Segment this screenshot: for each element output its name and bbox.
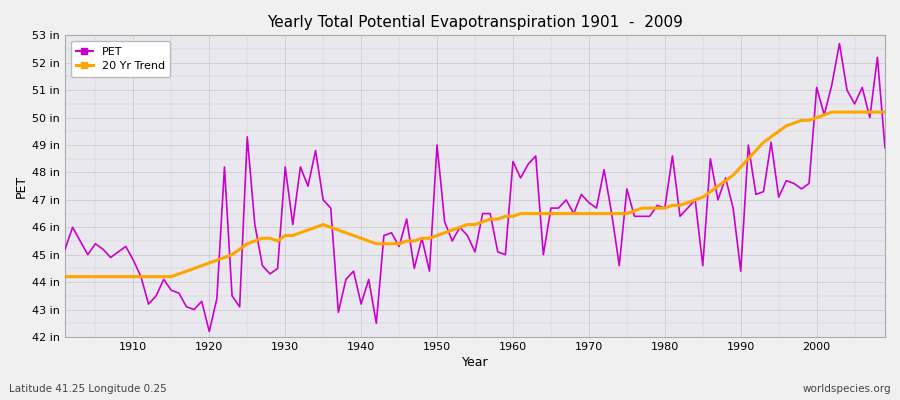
- Text: worldspecies.org: worldspecies.org: [803, 384, 891, 394]
- Y-axis label: PET: PET: [15, 174, 28, 198]
- X-axis label: Year: Year: [462, 356, 489, 369]
- Text: Latitude 41.25 Longitude 0.25: Latitude 41.25 Longitude 0.25: [9, 384, 166, 394]
- Title: Yearly Total Potential Evapotranspiration 1901  -  2009: Yearly Total Potential Evapotranspiratio…: [267, 15, 683, 30]
- Legend: PET, 20 Yr Trend: PET, 20 Yr Trend: [70, 41, 170, 77]
